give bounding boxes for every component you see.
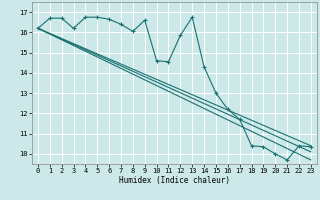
- X-axis label: Humidex (Indice chaleur): Humidex (Indice chaleur): [119, 176, 230, 185]
